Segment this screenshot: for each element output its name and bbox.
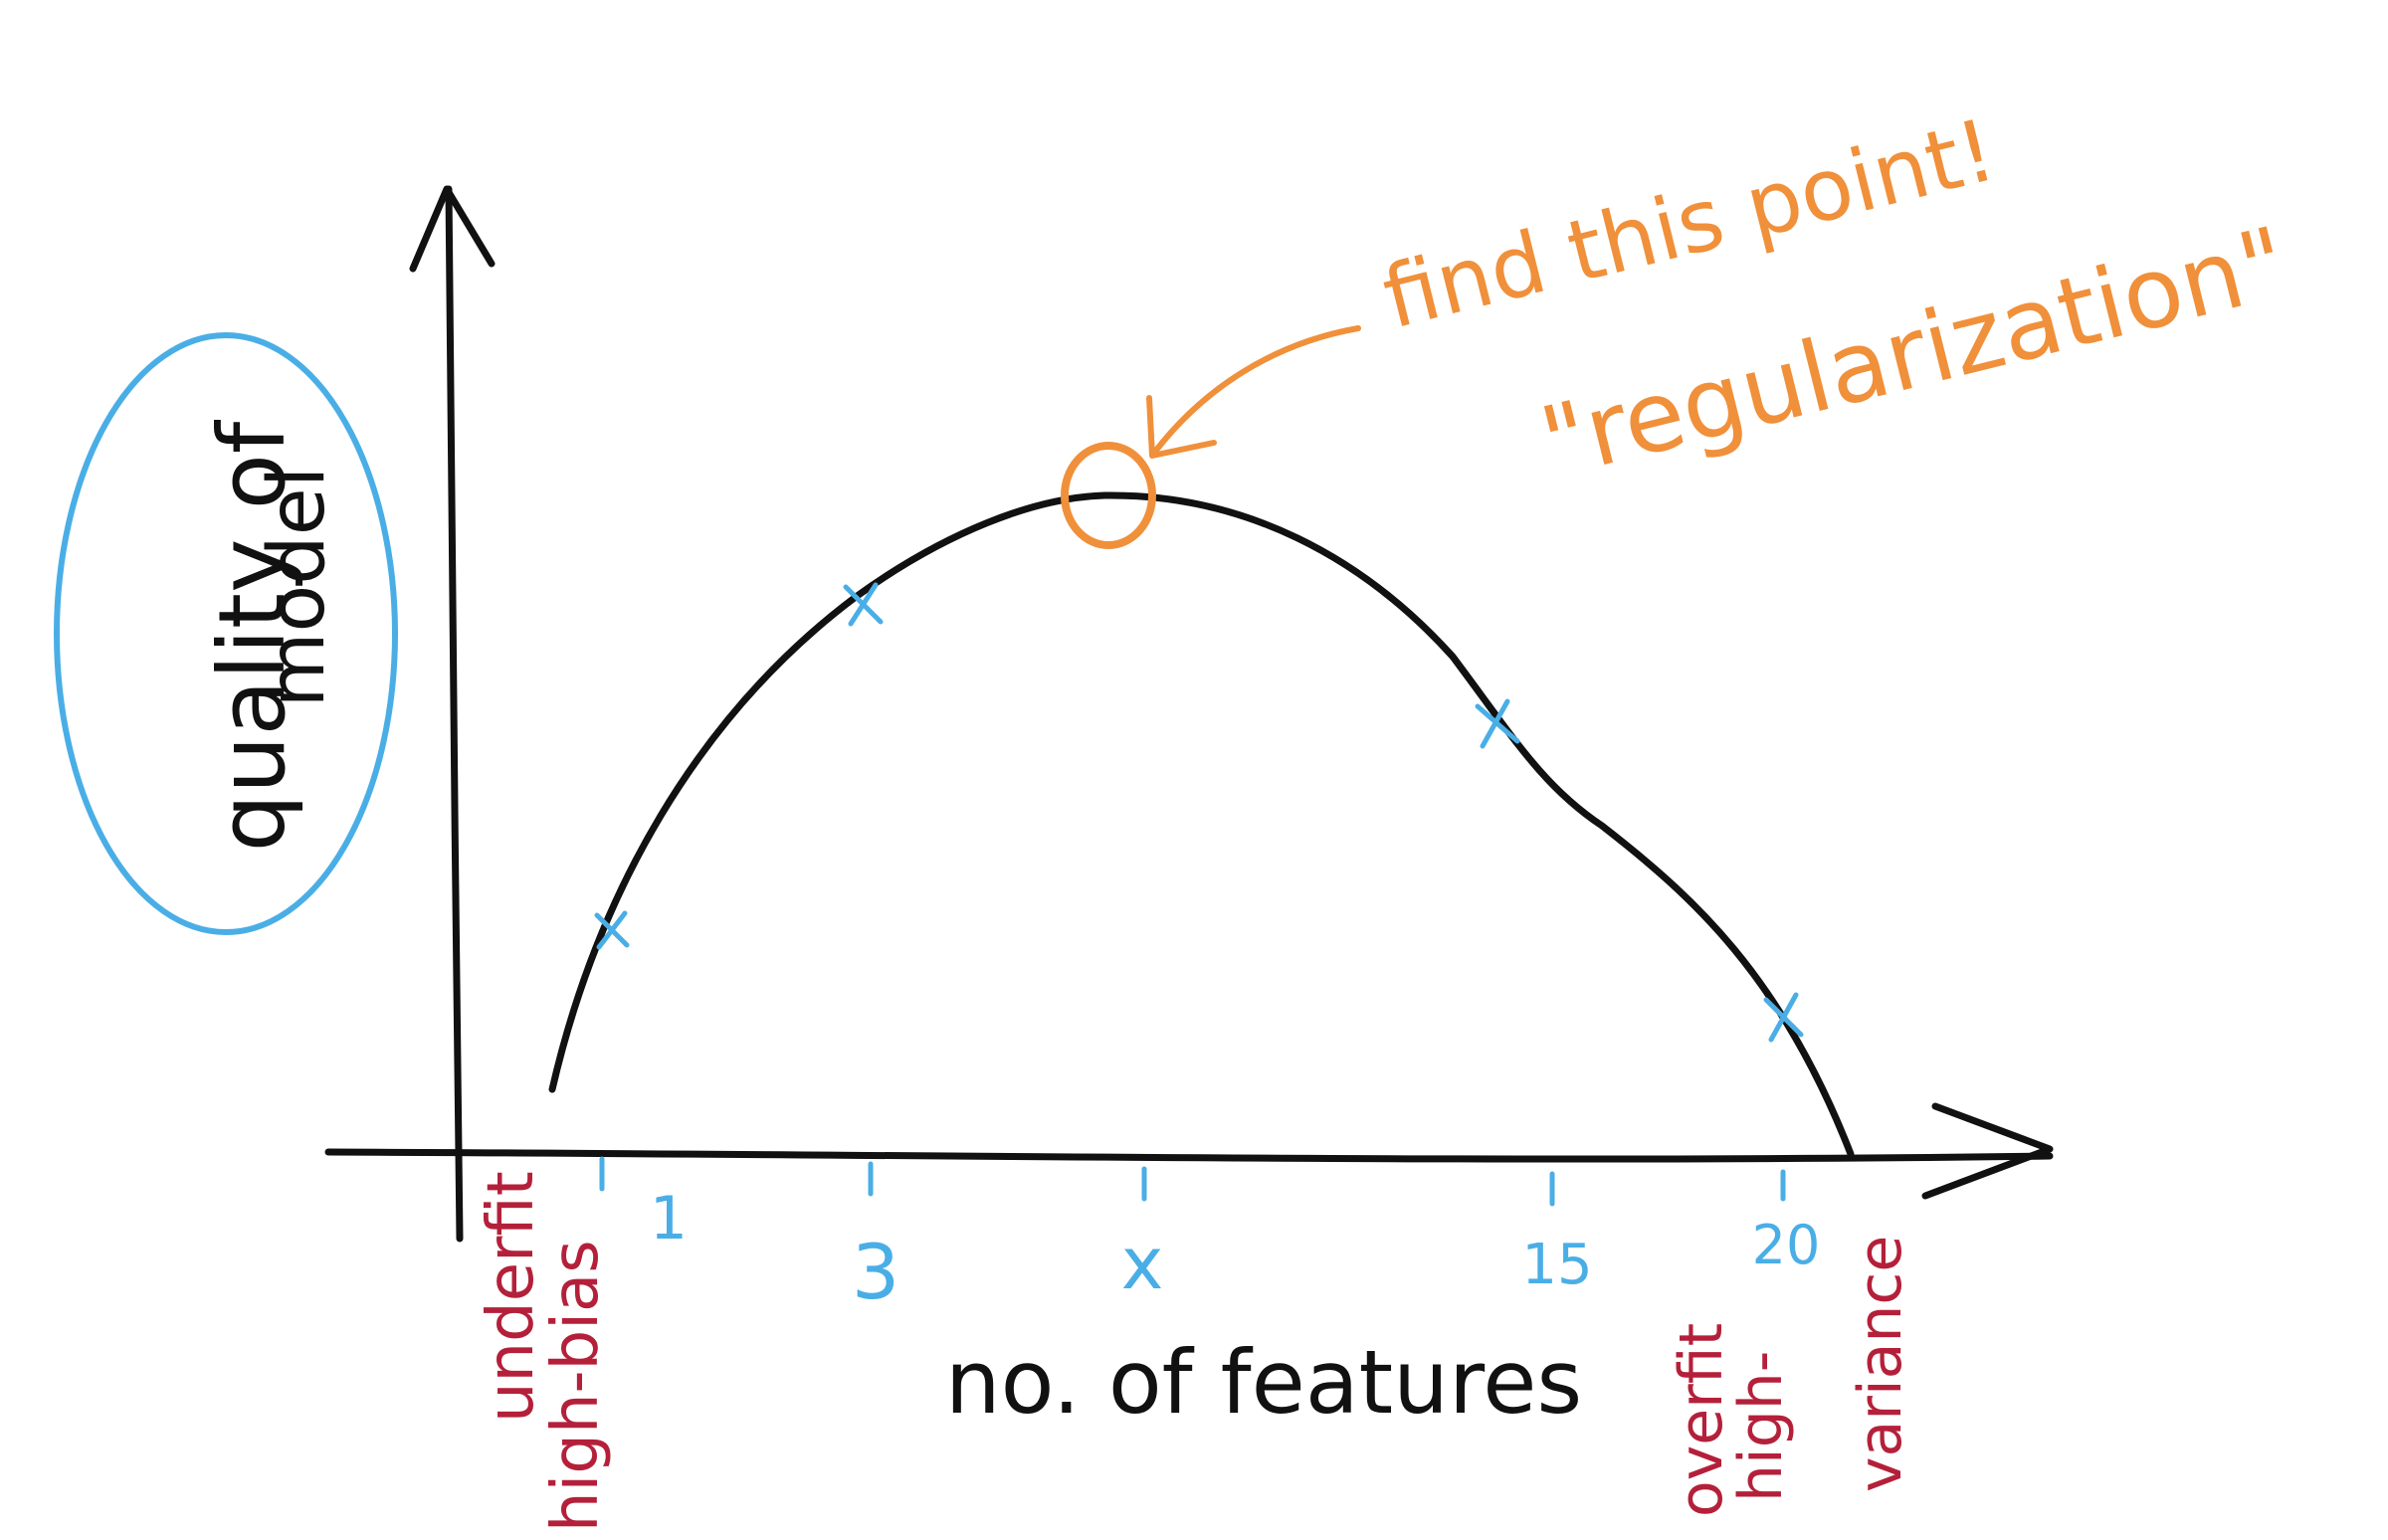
annotation-arrow: [1151, 325, 1361, 456]
y-axis-label-line2: model: [253, 467, 342, 708]
sample-marker-1: [594, 910, 630, 950]
quality-curve: [548, 491, 1855, 1158]
x-tick-label-20: 20: [1752, 1214, 1821, 1276]
x-tick-label-3: 3: [852, 1228, 899, 1316]
x-axis-arrowhead: [1921, 1102, 2054, 1200]
annotation-arrowhead: [1146, 395, 1217, 459]
right-note-line1: overfit: [1667, 1323, 1736, 1517]
sample-marker-15: [1475, 698, 1520, 749]
x-tick-label-1: 1: [650, 1184, 688, 1253]
sample-marker-20: [1763, 992, 1804, 1043]
left-note-line1: underfit: [475, 1171, 548, 1423]
x-axis-label: no. of features: [945, 1331, 1582, 1434]
left-note-line2: high-bias: [539, 1240, 613, 1532]
right-note-line3: variance: [1846, 1236, 1915, 1492]
x-tick-label-15: 15: [1521, 1233, 1592, 1297]
y-label-circle: [54, 332, 398, 935]
y-axis-label-line1: quality of: [199, 419, 305, 852]
right-note-line2: high-: [1726, 1351, 1796, 1502]
sample-marker-3: [843, 582, 884, 627]
sample-markers: [594, 582, 1804, 1043]
y-axis-line: [445, 185, 464, 1243]
x-axis-line: [324, 1148, 2054, 1163]
y-axis-arrowhead: [409, 185, 496, 273]
optimum-circle: [1061, 442, 1156, 549]
x-tick-label-x: x: [1121, 1222, 1164, 1305]
